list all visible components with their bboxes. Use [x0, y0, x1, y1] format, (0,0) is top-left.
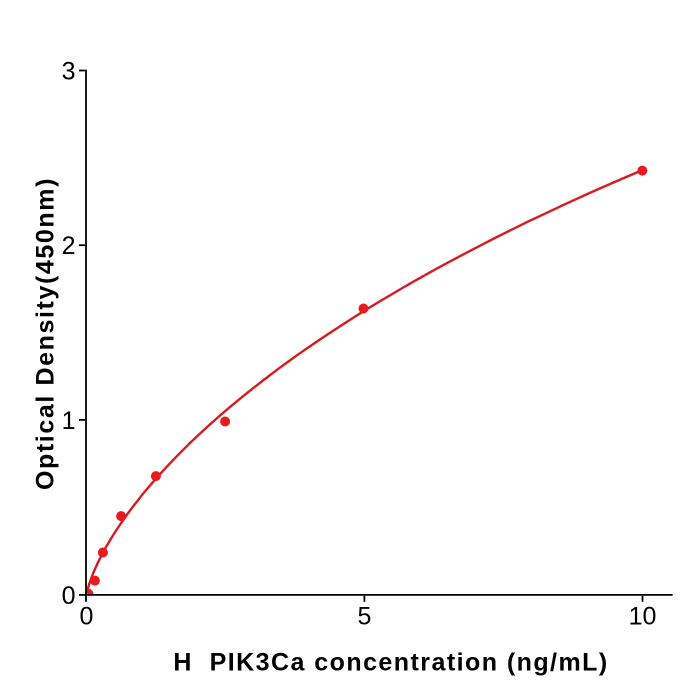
svg-text:H PIK3Ca concentration (ng/mL: H PIK3Ca concentration (ng/mL) — [173, 649, 608, 677]
svg-text:1: 1 — [62, 407, 76, 435]
svg-text:10: 10 — [629, 603, 657, 631]
svg-text:2: 2 — [62, 232, 76, 260]
svg-text:0: 0 — [80, 603, 94, 631]
svg-text:Optical Density(450nm): Optical Density(450nm) — [32, 177, 60, 490]
svg-text:5: 5 — [357, 603, 371, 631]
svg-text:3: 3 — [62, 58, 76, 86]
svg-text:0: 0 — [62, 582, 76, 610]
